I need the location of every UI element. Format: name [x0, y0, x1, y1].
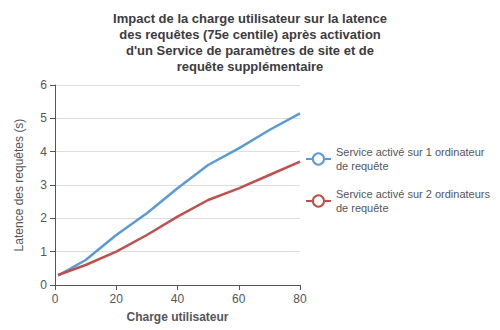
- svg-text:Service activé sur 2 ordinateu: Service activé sur 2 ordinateurs: [336, 188, 491, 200]
- svg-text:60: 60: [232, 292, 246, 306]
- svg-text:de requête: de requête: [336, 160, 389, 172]
- svg-text:Service activé sur 1 ordinateu: Service activé sur 1 ordinateur: [336, 146, 485, 158]
- svg-text:0: 0: [40, 278, 47, 292]
- svg-text:1: 1: [40, 245, 47, 259]
- svg-text:d'un Service de paramètres de: d'un Service de paramètres de site et de: [126, 43, 374, 58]
- svg-text:0: 0: [52, 292, 59, 306]
- svg-text:Latence des requêtes (s): Latence des requêtes (s): [12, 119, 26, 252]
- svg-text:Charge utilisateur: Charge utilisateur: [126, 310, 228, 324]
- svg-text:Impact de la charge utilisateu: Impact de la charge utilisateur sur la l…: [113, 11, 387, 26]
- svg-text:6: 6: [40, 78, 47, 92]
- svg-text:2: 2: [40, 211, 47, 225]
- svg-text:3: 3: [40, 178, 47, 192]
- svg-text:4: 4: [40, 145, 47, 159]
- svg-text:des requêtes (75e centile) apr: des requêtes (75e centile) après activat…: [119, 27, 381, 42]
- svg-text:5: 5: [40, 111, 47, 125]
- svg-text:20: 20: [110, 292, 124, 306]
- svg-text:requête supplémentaire: requête supplémentaire: [177, 59, 324, 74]
- svg-text:80: 80: [293, 292, 307, 306]
- svg-text:de requête: de requête: [336, 202, 389, 214]
- svg-text:40: 40: [171, 292, 185, 306]
